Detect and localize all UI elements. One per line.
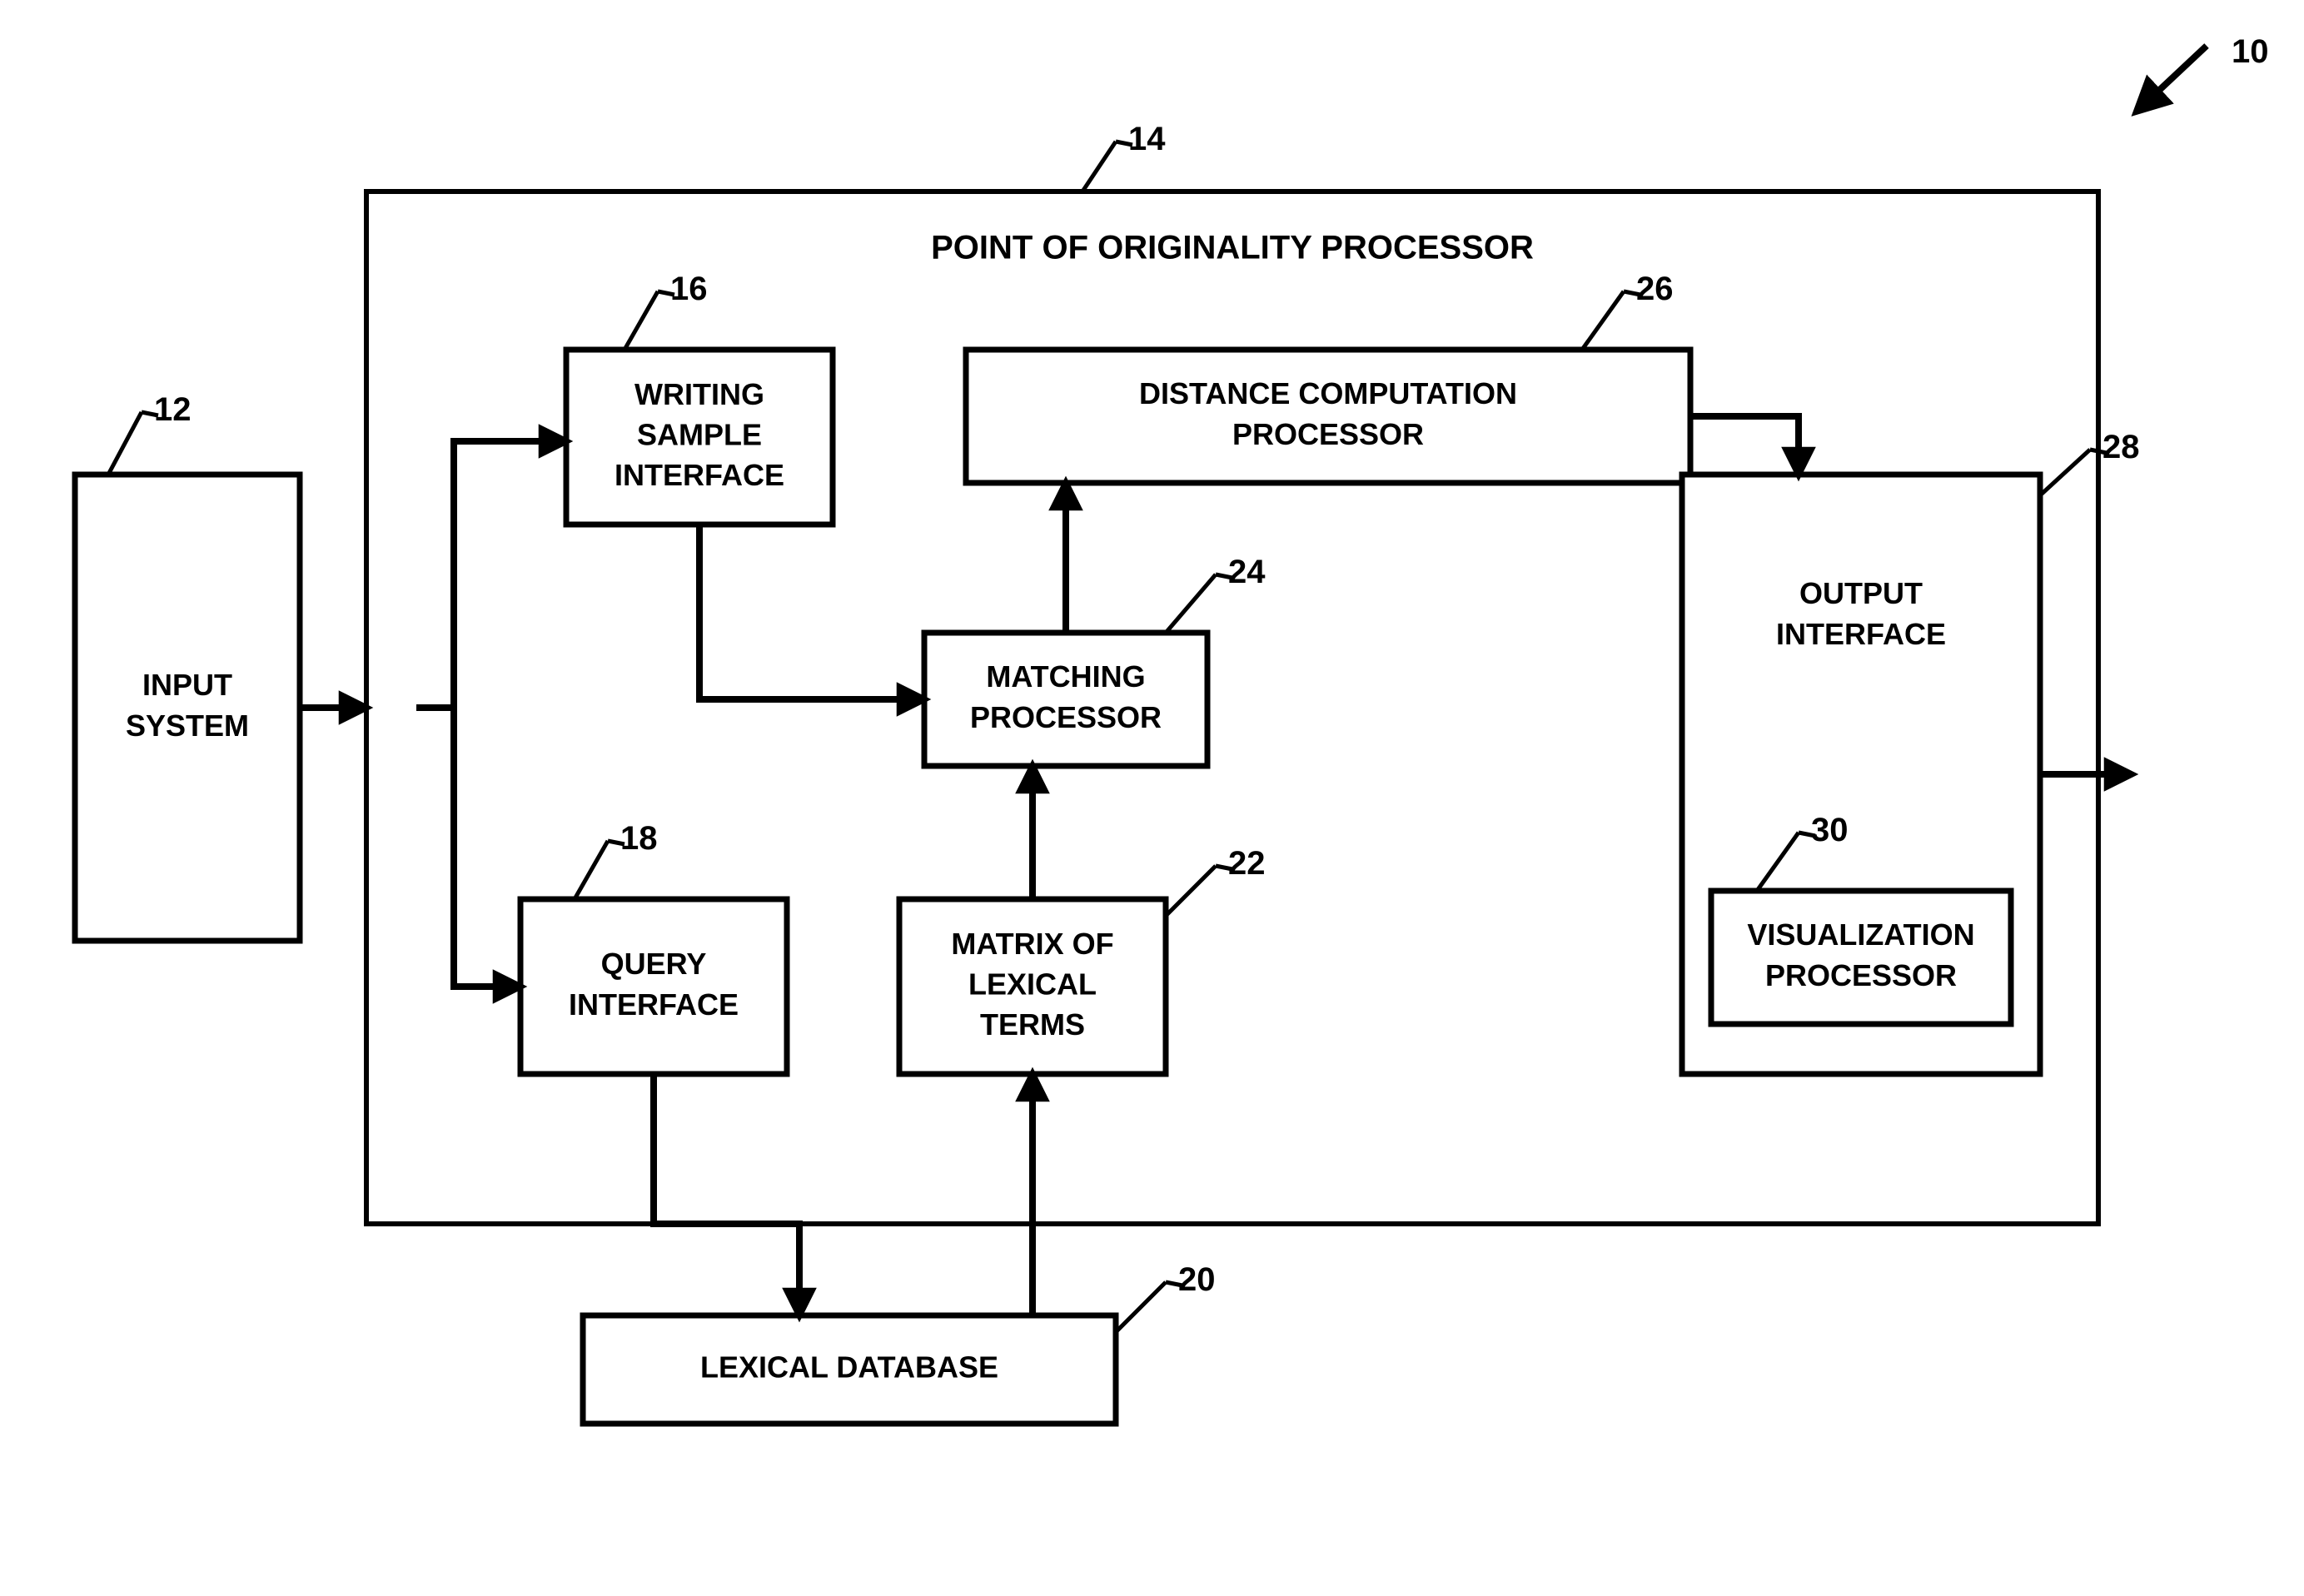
container-title: POINT OF ORIGINALITY PROCESSOR	[931, 230, 1534, 266]
input-ref-leader	[108, 412, 142, 475]
matching-label: PROCESSOR	[970, 700, 1162, 734]
output-ref: 28	[2102, 429, 2140, 465]
viz-label: VISUALIZATION	[1747, 917, 1974, 952]
matrix-ref: 22	[1228, 845, 1266, 882]
viz-label: PROCESSOR	[1765, 958, 1957, 992]
input-label: SYSTEM	[126, 709, 249, 743]
writing-ref: 16	[670, 271, 708, 307]
output-label: INTERFACE	[1776, 617, 1946, 651]
overall-ref-arrow	[2140, 46, 2207, 108]
query-ref: 18	[620, 820, 658, 857]
lexdb-ref: 20	[1178, 1261, 1216, 1298]
writing-label: INTERFACE	[615, 458, 784, 492]
matrix-label: TERMS	[980, 1007, 1085, 1042]
distance-ref: 26	[1636, 271, 1674, 307]
query-label: INTERFACE	[569, 987, 739, 1022]
writing-label: WRITING	[634, 377, 764, 411]
overall-ref: 10	[2232, 33, 2269, 70]
matching-label: MATCHING	[986, 659, 1145, 694]
output-label: OUTPUT	[1799, 576, 1923, 610]
distance-label: DISTANCE COMPUTATION	[1139, 376, 1517, 410]
input-ref: 12	[154, 391, 192, 428]
matching-ref: 24	[1228, 554, 1266, 590]
input-label: INPUT	[142, 668, 232, 702]
container-ref: 14	[1128, 121, 1166, 157]
viz-ref: 30	[1811, 812, 1849, 848]
matrix-label: LEXICAL	[968, 967, 1097, 1002]
distance-label: PROCESSOR	[1232, 417, 1424, 451]
lexdb-label: LEXICAL DATABASE	[700, 1350, 998, 1385]
matrix-label: MATRIX OF	[951, 927, 1113, 961]
lexdb-ref-leader	[1116, 1282, 1166, 1332]
query-label: QUERY	[601, 947, 707, 981]
writing-label: SAMPLE	[637, 418, 762, 452]
